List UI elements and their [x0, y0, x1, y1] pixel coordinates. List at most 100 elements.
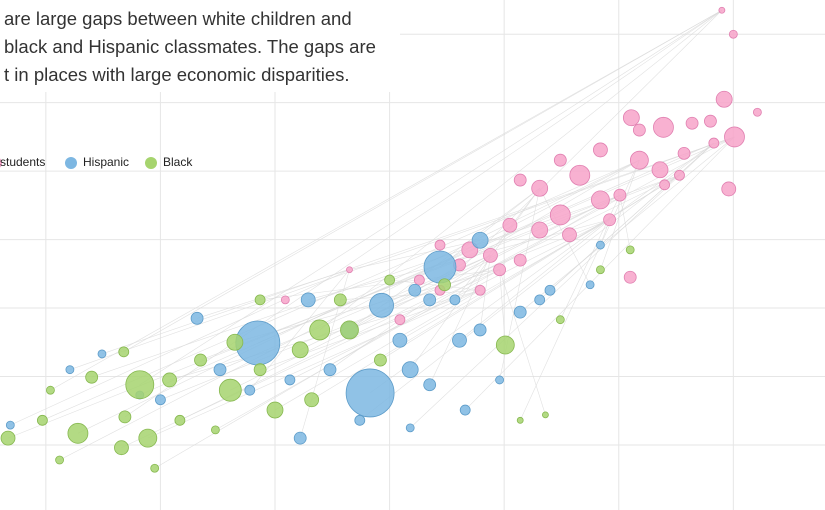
- bubble: [138, 428, 158, 448]
- bubble: [65, 365, 75, 375]
- bubble: [516, 416, 524, 424]
- bubble: [549, 204, 571, 226]
- bubble: [266, 401, 284, 419]
- bubble: [721, 181, 737, 197]
- bubble: [226, 333, 244, 351]
- bubble: [434, 239, 446, 251]
- bubble: [401, 361, 419, 379]
- bubble: [653, 116, 674, 138]
- bubble: [300, 292, 316, 308]
- bubble: [718, 6, 726, 14]
- intro-line: black and Hispanic classmates. The gaps …: [4, 36, 376, 57]
- connector: [549, 142, 715, 291]
- bubble: [46, 385, 55, 395]
- bubble: [293, 431, 307, 445]
- bubble: [625, 245, 635, 255]
- connector: [380, 174, 680, 361]
- bubble: [194, 353, 207, 367]
- connector: [147, 289, 481, 439]
- bubble: [211, 425, 220, 435]
- bubble: [118, 410, 132, 424]
- bubble: [85, 370, 99, 384]
- bubble: [502, 217, 518, 233]
- bubble: [125, 370, 155, 400]
- bubble: [333, 293, 347, 307]
- connector: [499, 269, 546, 415]
- bubble: [544, 284, 556, 296]
- bubble: [244, 384, 256, 396]
- bubble: [562, 227, 577, 243]
- connectors: [7, 10, 735, 469]
- bubble: [629, 150, 649, 170]
- bubble: [280, 295, 290, 305]
- connector: [154, 194, 621, 469]
- bubble: [423, 293, 437, 307]
- bubble: [384, 274, 395, 286]
- connector: [499, 269, 506, 346]
- bubble: [685, 116, 699, 130]
- bubble: [704, 114, 717, 128]
- bubble: [392, 332, 408, 348]
- bubble: [291, 341, 309, 359]
- bubble: [603, 213, 616, 227]
- legend-label: Black: [163, 155, 193, 169]
- intro-line: are large gaps between white children an…: [4, 8, 352, 29]
- bubble: [593, 142, 608, 158]
- bubble: [459, 404, 471, 416]
- bubble: [97, 349, 107, 359]
- bubble: [542, 411, 549, 419]
- bubble: [309, 319, 331, 341]
- bubble: [253, 363, 267, 377]
- bubble: [531, 179, 549, 197]
- bubble: [438, 278, 451, 292]
- bubble: [254, 294, 266, 306]
- connector: [124, 10, 723, 418]
- bubble: [622, 109, 640, 127]
- bubble: [5, 420, 15, 430]
- connector: [274, 289, 481, 411]
- bubble: [531, 221, 549, 239]
- bubble: [369, 292, 394, 318]
- bubble: [374, 353, 387, 367]
- bubble: [345, 368, 395, 418]
- bubble: [461, 241, 479, 259]
- connector: [340, 289, 481, 301]
- connector: [349, 159, 640, 331]
- bubble: [36, 414, 48, 426]
- connector: [459, 219, 610, 341]
- bubble: [495, 375, 504, 385]
- bubble: [483, 247, 498, 263]
- bubble: [323, 363, 337, 377]
- connector: [600, 160, 640, 270]
- bubble: [0, 430, 16, 446]
- bubble: [394, 314, 406, 326]
- legend-label: Hispanic: [83, 155, 129, 169]
- connector: [311, 174, 680, 401]
- bubble: [218, 378, 242, 402]
- bubble: [346, 266, 353, 274]
- bubble: [659, 179, 670, 191]
- bubble: [513, 253, 527, 267]
- bubble: [555, 315, 565, 325]
- connector: [139, 10, 723, 385]
- connector: [123, 10, 723, 353]
- bubble: [118, 346, 130, 358]
- bubble: [724, 126, 745, 148]
- bubble: [405, 423, 415, 433]
- connector: [349, 239, 481, 271]
- connector: [439, 188, 540, 268]
- bubble: [354, 414, 366, 426]
- bubble: [340, 320, 359, 340]
- connector: [101, 136, 735, 355]
- bubble: [155, 394, 166, 406]
- connector: [479, 255, 491, 331]
- legend-swatch: [0, 158, 2, 168]
- connector: [50, 10, 723, 391]
- bubble: [651, 161, 669, 179]
- bubble: [304, 392, 320, 408]
- connector: [444, 10, 723, 285]
- connector: [230, 194, 621, 391]
- bubble: [284, 374, 296, 386]
